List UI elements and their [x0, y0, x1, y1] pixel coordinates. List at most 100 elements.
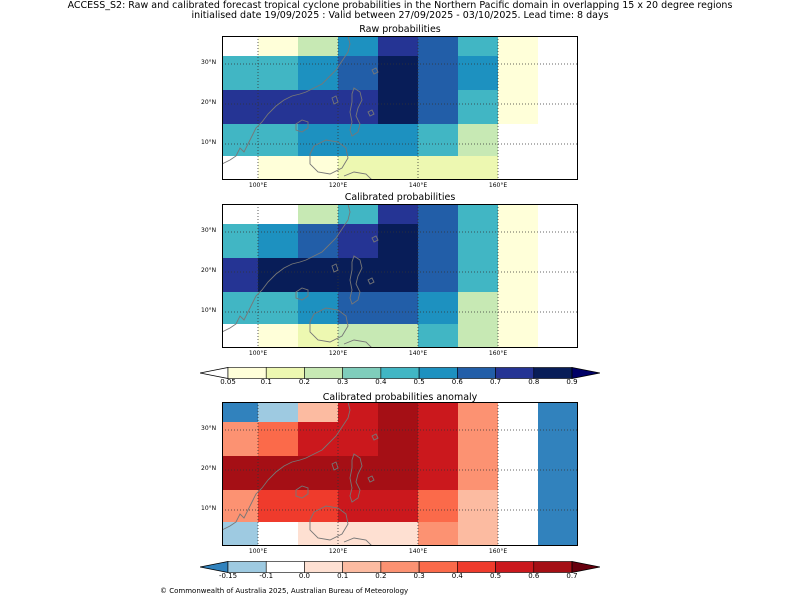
grid-cell — [378, 522, 418, 546]
lat-label-10n: 10°N — [201, 505, 217, 512]
colorbar-tick-label: 0.7 — [566, 572, 578, 580]
colorbar-segment — [380, 367, 420, 379]
coastline — [349, 453, 363, 503]
grid-cell — [538, 522, 578, 546]
coastline — [371, 235, 379, 243]
coastline — [343, 537, 373, 546]
colorbar-tick-label: 0.8 — [528, 378, 540, 386]
grid-cell — [498, 456, 538, 490]
colorbar-tick-label: -0.1 — [259, 572, 274, 580]
anomaly-colorbar — [199, 558, 601, 573]
grid-cell — [258, 204, 298, 224]
grid-cell — [298, 224, 338, 258]
grid-cell — [298, 402, 338, 422]
grid-cell — [498, 124, 538, 156]
colorbar-tick-label: 0.3 — [337, 378, 349, 386]
grid-cell — [538, 36, 578, 56]
colorbar-tick-label: 0.2 — [375, 572, 387, 580]
anomaly-map — [222, 402, 578, 546]
grid-cell — [538, 456, 578, 490]
grid-cell — [298, 56, 338, 90]
lat-label-30n: 30°N — [201, 227, 217, 234]
colorbar-under-arrow — [199, 561, 229, 573]
grid-cell — [498, 56, 538, 90]
lon-label-100e: 100°E — [248, 350, 268, 357]
colorbar-tick-label: 0.3 — [413, 572, 425, 580]
grid-cell — [338, 156, 378, 180]
grid-cell — [378, 402, 418, 422]
lat-label-10n: 10°N — [201, 307, 217, 314]
lat-label-30n: 30°N — [201, 59, 217, 66]
colorbar-segment — [380, 561, 420, 573]
grid-cell — [298, 204, 338, 224]
grid-cell — [418, 422, 458, 456]
grid-cell — [418, 490, 458, 522]
colorbar-segment — [418, 561, 458, 573]
grid-cell — [538, 258, 578, 292]
colorbar-tick-label: -0.15 — [218, 572, 238, 580]
grid-cell — [378, 456, 418, 490]
colorbar-segment — [265, 561, 305, 573]
grid-cell — [378, 258, 418, 292]
coastline — [367, 109, 375, 117]
grid-cell — [458, 522, 498, 546]
grid-cell — [378, 156, 418, 180]
colorbar-segment — [495, 367, 535, 379]
lon-label-100e: 100°E — [248, 182, 268, 189]
grid-cell — [222, 422, 258, 456]
coastline — [309, 139, 349, 175]
grid-cell — [538, 292, 578, 324]
coastline — [367, 277, 375, 285]
grid-cell — [222, 90, 258, 124]
grid-cell — [538, 224, 578, 258]
colorbar-tick-label: 0.0 — [298, 572, 310, 580]
colorbar-segment — [227, 561, 267, 573]
grid-cell — [378, 204, 418, 224]
grid-cell — [298, 456, 338, 490]
colorbar-segment — [533, 561, 573, 573]
grid-cell — [498, 522, 538, 546]
grid-cell — [338, 292, 378, 324]
grid-cell — [378, 224, 418, 258]
map-frame — [222, 402, 578, 546]
colorbar-segment — [342, 367, 382, 379]
lon-label-100e: 100°E — [248, 548, 268, 555]
lat-label-20n: 20°N — [201, 267, 217, 274]
coastline — [349, 255, 363, 305]
colorbar-segment — [457, 367, 496, 379]
coastline — [295, 119, 309, 133]
grid-cell — [338, 204, 378, 224]
grid-cell — [222, 402, 258, 422]
grid-cell — [458, 204, 498, 224]
grid-cell — [378, 56, 418, 90]
grid-cell — [222, 258, 258, 292]
colorbar-segment — [304, 561, 343, 573]
grid-cell — [418, 56, 458, 90]
grid-cell — [458, 90, 498, 124]
grid-cell — [338, 522, 378, 546]
coastline — [371, 433, 379, 441]
grid-cell — [258, 490, 298, 522]
grid-cell — [378, 36, 418, 56]
coastline — [331, 461, 339, 471]
grid-cell — [222, 156, 258, 180]
colorbar-tick-label: 0.05 — [220, 378, 236, 386]
grid-cell — [458, 124, 498, 156]
coastline — [295, 485, 309, 499]
grid-cell — [418, 124, 458, 156]
lat-label-10n: 10°N — [201, 139, 217, 146]
grid-cell — [418, 224, 458, 258]
grid-cell — [418, 402, 458, 422]
grid-cell — [498, 402, 538, 422]
coastline — [222, 402, 351, 531]
grid-cell — [338, 324, 378, 348]
grid-cell — [222, 36, 258, 56]
grid-cell — [298, 292, 338, 324]
colorbar-tick-label: 0.5 — [413, 378, 425, 386]
grid-cell — [338, 36, 378, 56]
lat-label-20n: 20°N — [201, 465, 217, 472]
grid-cell — [222, 56, 258, 90]
calibrated-probabilities-map — [222, 204, 578, 348]
grid-cell — [498, 156, 538, 180]
grid-cell — [418, 258, 458, 292]
